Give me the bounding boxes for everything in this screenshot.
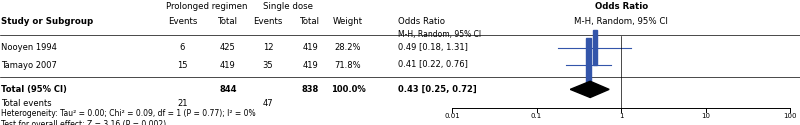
Text: 419: 419 [302, 60, 318, 70]
Bar [593, 30, 597, 65]
Text: Study or Subgroup: Study or Subgroup [1, 17, 93, 26]
Text: Nooyen 1994: Nooyen 1994 [1, 43, 57, 52]
Text: 425: 425 [220, 43, 236, 52]
Text: 10: 10 [702, 113, 710, 119]
Text: 0.1: 0.1 [531, 113, 542, 119]
Text: Odds Ratio: Odds Ratio [398, 17, 445, 26]
Text: 15: 15 [177, 60, 188, 70]
Text: Test for overall effect: Z = 3.16 (P = 0.002): Test for overall effect: Z = 3.16 (P = 0… [1, 120, 166, 125]
Text: Single dose: Single dose [263, 2, 313, 11]
Text: 838: 838 [302, 85, 319, 94]
Text: 844: 844 [219, 85, 237, 94]
Text: Weight: Weight [333, 17, 363, 26]
Bar [586, 38, 591, 92]
Text: Total (95% CI): Total (95% CI) [1, 85, 66, 94]
Text: 0.01: 0.01 [444, 113, 460, 119]
Text: Total: Total [301, 17, 321, 26]
Text: Tamayo 2007: Tamayo 2007 [1, 60, 57, 70]
Text: 12: 12 [262, 43, 274, 52]
Text: Total events: Total events [1, 99, 51, 108]
Text: 100: 100 [784, 113, 797, 119]
Text: 419: 419 [220, 60, 236, 70]
Text: 28.2%: 28.2% [334, 43, 362, 52]
Text: M-H, Random, 95% CI: M-H, Random, 95% CI [398, 30, 481, 39]
Text: 100.0%: 100.0% [330, 85, 366, 94]
Text: M-H, Random, 95% CI: M-H, Random, 95% CI [574, 17, 668, 26]
Text: Odds Ratio: Odds Ratio [594, 2, 648, 11]
Text: 35: 35 [262, 60, 274, 70]
Text: Events: Events [254, 17, 282, 26]
Text: 0.49 [0.18, 1.31]: 0.49 [0.18, 1.31] [398, 43, 467, 52]
Text: 0.41 [0.22, 0.76]: 0.41 [0.22, 0.76] [398, 60, 467, 70]
Polygon shape [570, 81, 609, 98]
Text: 21: 21 [177, 99, 188, 108]
Text: 1: 1 [619, 113, 623, 119]
Text: Prolonged regimen: Prolonged regimen [166, 2, 247, 11]
Text: 6: 6 [180, 43, 185, 52]
Text: 71.8%: 71.8% [334, 60, 362, 70]
Text: Heterogeneity: Tau² = 0.00; Chi² = 0.09, df = 1 (P = 0.77); I² = 0%: Heterogeneity: Tau² = 0.00; Chi² = 0.09,… [1, 110, 255, 118]
Text: Total: Total [218, 17, 238, 26]
Text: Events: Events [168, 17, 197, 26]
Text: 47: 47 [262, 99, 274, 108]
Text: 419: 419 [302, 43, 318, 52]
Text: 0.43 [0.25, 0.72]: 0.43 [0.25, 0.72] [398, 85, 476, 94]
